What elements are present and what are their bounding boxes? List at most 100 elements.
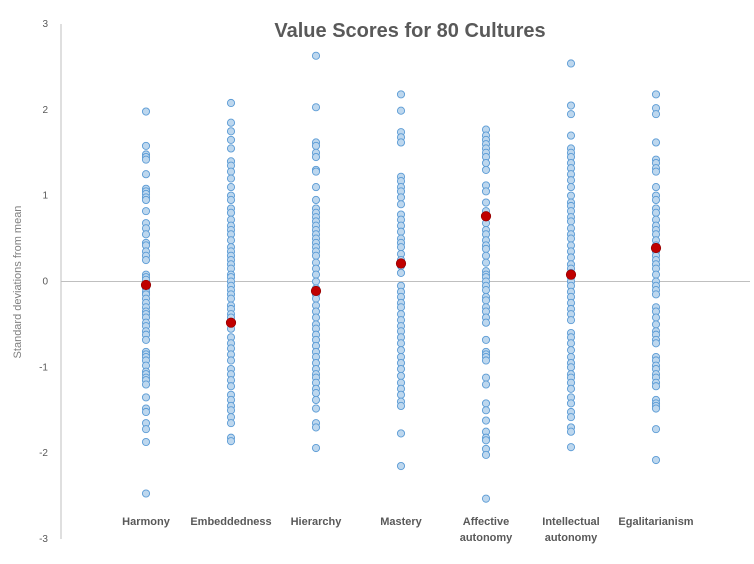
data-point <box>141 195 151 205</box>
data-point <box>651 425 661 434</box>
data-point <box>651 270 661 279</box>
data-point <box>226 118 236 127</box>
y-tick-label: -2 <box>39 448 48 459</box>
data-point <box>651 110 661 119</box>
data-point <box>651 320 661 329</box>
data-point <box>311 389 321 398</box>
data-point <box>311 152 321 162</box>
data-point <box>141 170 151 179</box>
data-point <box>651 195 661 205</box>
data-point <box>481 373 491 382</box>
data-point <box>226 195 236 205</box>
data-point <box>396 429 406 438</box>
category-label: Affective <box>463 516 509 528</box>
y-tick-labels: -3 -2 -1 0 1 2 3 <box>39 19 48 545</box>
data-point <box>566 363 576 372</box>
category-label: Hierarchy <box>291 516 343 528</box>
data-point <box>141 155 151 164</box>
mean-markers <box>140 211 662 328</box>
data-point <box>566 183 576 192</box>
data-point <box>481 318 491 327</box>
data-point <box>481 198 491 207</box>
chart-title: Value Scores for 80 Cultures <box>274 20 545 42</box>
data-point <box>481 406 491 415</box>
data-point <box>566 176 576 185</box>
data-point <box>566 413 576 422</box>
data-point <box>311 277 321 286</box>
data-point <box>396 364 406 374</box>
data-point <box>396 200 406 209</box>
data-point <box>396 243 406 252</box>
data-point <box>226 382 236 391</box>
data-point <box>226 127 236 136</box>
data-point <box>481 244 491 253</box>
data-point <box>651 313 661 322</box>
mean-marker <box>225 317 237 328</box>
data-point <box>396 346 406 355</box>
data-point <box>566 427 576 436</box>
data-point <box>141 230 151 239</box>
category-label: Mastery <box>380 516 422 528</box>
data-point <box>651 339 661 348</box>
data-point <box>311 167 321 176</box>
data-point <box>396 401 406 411</box>
data-point <box>226 294 236 303</box>
mean-marker <box>395 258 407 269</box>
data-point <box>481 258 491 267</box>
data-point <box>651 138 661 147</box>
data-point <box>566 399 576 408</box>
category-label: Egalitarianism <box>618 516 693 528</box>
data-point <box>566 59 576 68</box>
data-point <box>226 144 236 153</box>
data-point <box>311 313 321 322</box>
mean-marker <box>140 279 152 291</box>
data-point <box>481 165 491 174</box>
data-point <box>651 404 661 413</box>
data-point <box>481 380 491 389</box>
data-point <box>141 255 151 265</box>
category-label: autonomy <box>460 532 513 544</box>
category-label: Intellectual <box>542 516 599 528</box>
data-point <box>566 217 576 226</box>
data-point <box>651 208 661 217</box>
data-point <box>481 494 491 503</box>
data-point <box>311 423 321 432</box>
data-point <box>141 380 151 389</box>
data-point <box>566 339 576 348</box>
data-point <box>396 461 406 471</box>
data-point <box>396 339 406 348</box>
data-point <box>311 183 321 192</box>
data-point <box>481 335 491 344</box>
data-point <box>566 110 576 119</box>
data-point <box>566 101 576 110</box>
data-point <box>396 90 406 99</box>
mean-marker <box>650 242 662 254</box>
data-point <box>226 236 236 245</box>
data-point <box>566 443 576 452</box>
data-point <box>566 191 576 200</box>
y-tick-label: -3 <box>39 534 48 545</box>
data-point <box>226 406 236 415</box>
data-point <box>226 356 236 365</box>
data-point <box>311 195 321 205</box>
y-axis-title: Standard deviations from mean <box>12 206 24 359</box>
data-point <box>141 437 151 447</box>
data-point <box>226 183 236 192</box>
data-point <box>481 158 491 168</box>
data-points <box>141 51 661 503</box>
y-tick-label: 2 <box>42 105 48 116</box>
data-point <box>481 356 491 365</box>
data-point <box>651 290 661 299</box>
data-point <box>141 107 151 116</box>
data-point <box>226 174 236 183</box>
data-point <box>651 382 661 391</box>
data-point <box>481 416 491 425</box>
mean-marker <box>565 269 577 280</box>
y-tick-label: 3 <box>42 19 48 30</box>
data-point <box>481 296 491 305</box>
data-point <box>481 251 491 260</box>
data-point <box>311 404 321 413</box>
data-point <box>141 207 151 216</box>
